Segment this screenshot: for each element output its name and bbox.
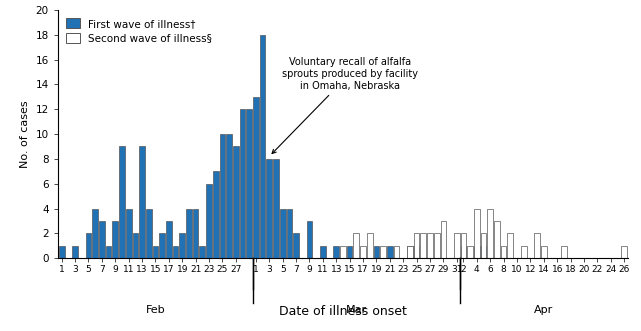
Bar xyxy=(220,134,225,258)
Bar xyxy=(112,221,118,258)
Bar xyxy=(233,146,238,258)
Bar xyxy=(434,233,440,258)
Bar xyxy=(126,209,131,258)
Bar xyxy=(240,109,246,258)
Bar xyxy=(508,233,513,258)
Text: Feb: Feb xyxy=(146,305,165,315)
Bar xyxy=(541,246,547,258)
Bar xyxy=(186,209,192,258)
Bar xyxy=(293,233,299,258)
Bar xyxy=(206,184,212,258)
Bar xyxy=(86,233,91,258)
Bar xyxy=(340,246,345,258)
Legend: First wave of illness†, Second wave of illness§: First wave of illness†, Second wave of i… xyxy=(63,15,215,47)
Bar xyxy=(474,246,479,258)
Bar xyxy=(166,221,172,258)
Bar xyxy=(320,246,326,258)
Bar xyxy=(213,171,219,258)
Bar xyxy=(193,209,199,258)
Bar xyxy=(347,246,353,258)
Bar xyxy=(179,233,185,258)
Bar xyxy=(461,233,466,258)
Bar xyxy=(59,246,65,258)
Bar xyxy=(413,233,419,258)
Y-axis label: No. of cases: No. of cases xyxy=(20,100,30,168)
Bar xyxy=(99,221,104,258)
Bar xyxy=(487,209,493,258)
Bar xyxy=(260,35,265,258)
Bar xyxy=(561,246,567,258)
Bar xyxy=(139,146,145,258)
Bar xyxy=(267,159,272,258)
Bar xyxy=(454,233,460,258)
Bar xyxy=(413,246,419,258)
Bar xyxy=(387,246,393,258)
Bar xyxy=(106,246,112,258)
Bar xyxy=(333,246,339,258)
Bar xyxy=(474,209,479,258)
Bar xyxy=(226,134,232,258)
Bar xyxy=(420,233,426,258)
Bar xyxy=(374,246,379,258)
Bar xyxy=(481,246,487,258)
Bar xyxy=(427,233,433,258)
Bar xyxy=(367,233,372,258)
Bar xyxy=(407,246,413,258)
Bar xyxy=(467,246,473,258)
Text: Date of illness onset: Date of illness onset xyxy=(279,305,407,318)
Bar xyxy=(172,246,178,258)
Bar xyxy=(287,209,292,258)
Bar xyxy=(461,246,466,258)
Bar xyxy=(153,246,158,258)
Text: Voluntary recall of alfalfa
sprouts produced by facility
in Omaha, Nebraska: Voluntary recall of alfalfa sprouts prod… xyxy=(272,57,418,154)
Bar xyxy=(360,246,366,258)
Text: Apr: Apr xyxy=(534,305,553,315)
Bar xyxy=(273,159,279,258)
Bar xyxy=(246,109,252,258)
Bar xyxy=(494,221,500,258)
Bar xyxy=(521,246,526,258)
Text: Mar: Mar xyxy=(345,305,367,315)
Bar xyxy=(621,246,627,258)
Bar xyxy=(306,221,312,258)
Bar xyxy=(199,246,205,258)
Bar xyxy=(253,97,259,258)
Bar xyxy=(394,246,399,258)
Bar xyxy=(440,221,446,258)
Bar xyxy=(380,246,386,258)
Bar xyxy=(280,209,285,258)
Bar xyxy=(72,246,78,258)
Bar xyxy=(353,233,359,258)
Bar xyxy=(133,233,138,258)
Bar xyxy=(119,146,125,258)
Bar xyxy=(407,246,413,258)
Bar xyxy=(534,233,540,258)
Bar xyxy=(92,209,98,258)
Bar xyxy=(481,233,487,258)
Bar xyxy=(501,246,506,258)
Bar xyxy=(146,209,152,258)
Bar xyxy=(160,233,165,258)
